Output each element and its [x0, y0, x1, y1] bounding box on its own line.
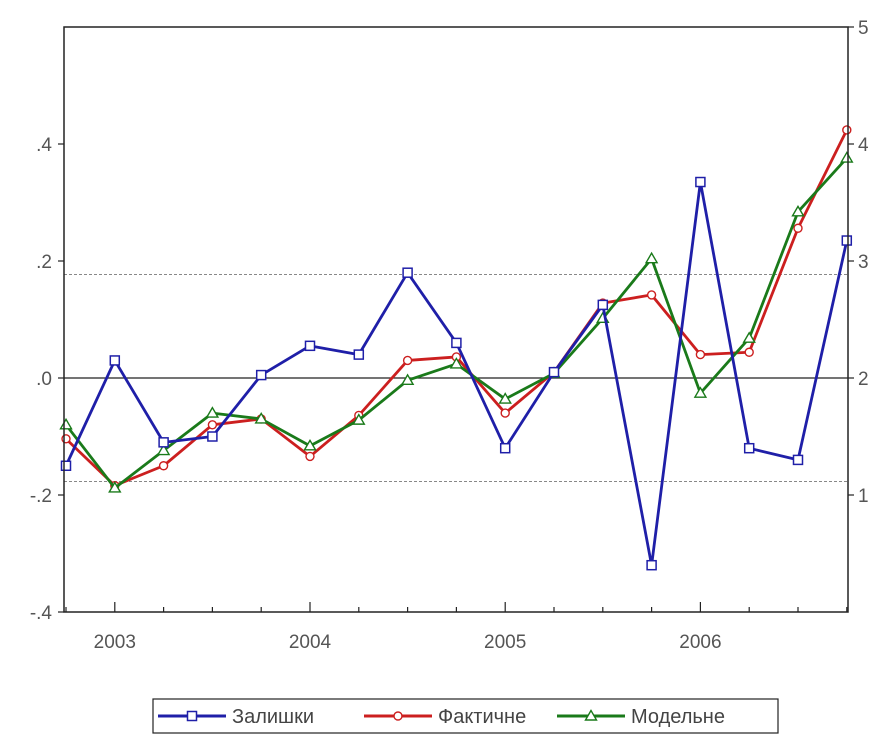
data-point — [693, 386, 708, 398]
legend-swatch-marker — [584, 709, 598, 721]
data-point — [644, 251, 659, 264]
data-point — [109, 355, 121, 366]
data-point — [108, 481, 122, 493]
data-point — [402, 267, 413, 278]
left-axis-tick-label: -.4 — [30, 603, 53, 624]
left-axis-tick-label: -.2 — [30, 486, 52, 507]
x-axis: 2003 2004 2005 2006 — [65, 602, 848, 653]
right-axis-tick-label: 1 — [858, 486, 869, 507]
data-point — [646, 290, 657, 300]
data-point — [500, 408, 510, 418]
data-point — [156, 443, 171, 456]
right-axis-tick-label: 5 — [858, 18, 869, 39]
right-axis-tick-label: 2 — [858, 369, 869, 390]
data-point — [449, 357, 464, 369]
x-axis-tick-label: 2003 — [94, 632, 136, 653]
data-point — [744, 347, 754, 357]
series-0 — [60, 176, 853, 571]
data-point — [305, 451, 315, 462]
legend-label: Залишки — [232, 706, 314, 728]
data-point — [207, 431, 218, 442]
data-point — [158, 437, 169, 448]
data-point — [695, 176, 706, 188]
x-axis-tick-label: 2004 — [289, 632, 332, 653]
legend: Залишки Фактичне Модельне — [152, 698, 779, 734]
legend-swatch-marker — [393, 711, 403, 721]
series-2 — [59, 151, 854, 493]
reference-lines — [64, 273, 848, 483]
legend-swatch-marker — [186, 710, 198, 722]
data-point — [60, 460, 72, 471]
data-point — [303, 438, 317, 451]
data-point — [352, 413, 366, 425]
data-point — [792, 454, 804, 466]
legend-box — [152, 698, 779, 734]
right-axis-tick-label: 4 — [858, 135, 869, 156]
data-point — [61, 434, 71, 444]
data-point — [742, 331, 756, 343]
data-point — [158, 461, 169, 471]
data-point — [304, 340, 316, 352]
data-point — [353, 349, 365, 360]
data-point — [207, 420, 218, 430]
left-axis-tick-label: .2 — [36, 252, 52, 273]
left-axis-tick-label: .0 — [36, 369, 52, 390]
x-axis-tick-label: 2006 — [679, 632, 721, 653]
data-point — [400, 373, 415, 386]
data-point — [841, 235, 853, 246]
data-point — [646, 559, 657, 571]
data-point — [791, 204, 805, 217]
data-point — [743, 442, 755, 454]
legend-label: Фактичне — [438, 706, 526, 728]
data-point — [597, 299, 609, 311]
data-point — [499, 442, 511, 454]
data-point — [842, 125, 852, 135]
x-axis-tick-label: 2005 — [484, 632, 526, 653]
data-point — [254, 412, 268, 424]
legend-label: Модельне — [631, 706, 725, 728]
data-point — [451, 337, 462, 349]
left-axis: -.4 -.2 .0 .2 .4 — [30, 135, 64, 624]
data-point — [695, 349, 706, 360]
right-axis-tick-label: 3 — [858, 252, 869, 273]
left-axis-tick-label: .4 — [36, 135, 52, 156]
data-point — [402, 355, 413, 366]
data-point — [548, 366, 560, 378]
series-group — [59, 125, 854, 571]
data-point — [793, 223, 803, 233]
right-axis: 1 2 3 4 5 — [848, 18, 869, 507]
data-point — [255, 369, 267, 381]
data-point — [840, 151, 854, 163]
data-point — [205, 406, 220, 418]
data-point — [498, 392, 512, 404]
